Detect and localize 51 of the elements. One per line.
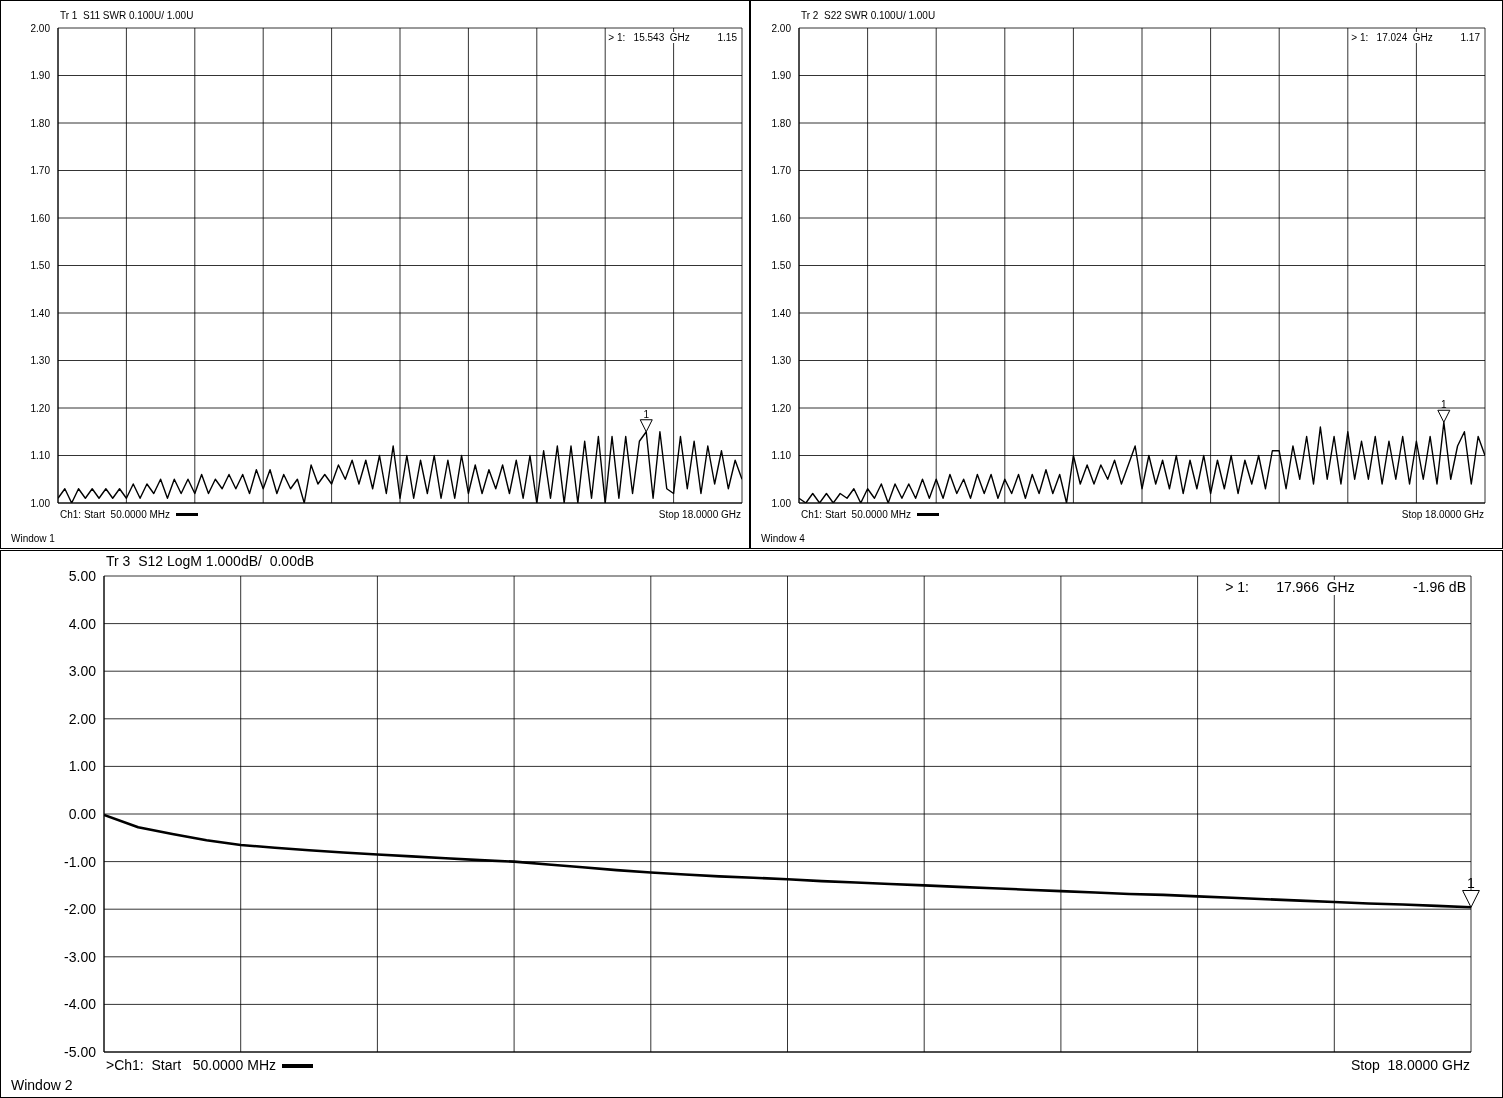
y-tick-label: 2.00: [68, 710, 97, 727]
y-tick-label: -1.00: [64, 853, 97, 870]
y-tick-label: 1.60: [771, 212, 792, 224]
y-tick-label: 2.00: [30, 22, 51, 34]
text: Stop 18.0000 GHz: [658, 509, 741, 520]
y-tick-label: 1.50: [771, 260, 792, 272]
text: Stop 18.0000 GHz: [1350, 1057, 1470, 1074]
y-tick-label: 1.70: [771, 165, 792, 177]
y-tick-label: 1.10: [30, 450, 51, 462]
text: Window 4: [761, 533, 805, 544]
y-tick-label: -3.00: [64, 948, 97, 965]
y-tick-label: 5.00: [68, 567, 97, 584]
y-tick-label: 3.00: [68, 663, 97, 680]
y-tick-label: 2.00: [771, 22, 792, 34]
y-tick-label: 1.90: [30, 70, 51, 82]
text: Ch1: Start 50.0000 MHz: [60, 509, 171, 520]
y-tick-label: 1.00: [30, 497, 51, 509]
annotation: > 1: 17.024 GHz 1.17: [1349, 32, 1482, 43]
y-tick-label: -4.00: [64, 996, 97, 1013]
y-tick-label: 1.00: [771, 497, 792, 509]
chart-title: Tr 1 S11 SWR 0.100U/ 1.00U: [60, 10, 194, 21]
annotation: 1: [1467, 874, 1476, 891]
y-tick-label: 1.70: [30, 165, 51, 177]
text: Window 2: [11, 1076, 73, 1093]
y-tick-label: -5.00: [64, 1043, 97, 1060]
y-tick-label: 4.00: [68, 615, 97, 632]
y-tick-label: 1.80: [30, 117, 51, 129]
y-tick-label: 1.50: [30, 260, 51, 272]
text: Window 1: [11, 533, 55, 544]
y-tick-label: 1.20: [30, 402, 51, 414]
annotation: 1: [643, 408, 650, 420]
y-tick-label: 1.90: [771, 70, 792, 82]
y-tick-label: 1.80: [771, 117, 792, 129]
text: >Ch1: Start 50.0000 MHz: [106, 1057, 277, 1074]
annotation: > 1: 17.966 GHz -1.96 dB: [1223, 579, 1468, 596]
chart-title: Tr 2 S22 SWR 0.100U/ 1.00U: [801, 10, 936, 21]
y-tick-label: 1.30: [771, 355, 792, 367]
text: Stop 18.0000 GHz: [1401, 509, 1484, 520]
y-tick-label: 1.60: [30, 212, 51, 224]
y-tick-label: 1.40: [771, 307, 792, 319]
y-tick-label: 1.00: [68, 758, 97, 775]
y-tick-label: 1.40: [30, 307, 51, 319]
text: Ch1: Start 50.0000 MHz: [801, 509, 912, 520]
y-tick-label: 1.20: [771, 402, 792, 414]
y-tick-label: 1.10: [771, 450, 792, 462]
chart-title: Tr 3 S12 LogM 1.000dB/ 0.00dB: [106, 553, 315, 570]
y-tick-label: -2.00: [64, 901, 97, 918]
annotation: > 1: 15.543 GHz 1.15: [606, 32, 739, 43]
y-tick-label: 0.00: [68, 805, 97, 822]
annotation: 1: [1441, 399, 1448, 411]
y-tick-label: 1.30: [30, 355, 51, 367]
